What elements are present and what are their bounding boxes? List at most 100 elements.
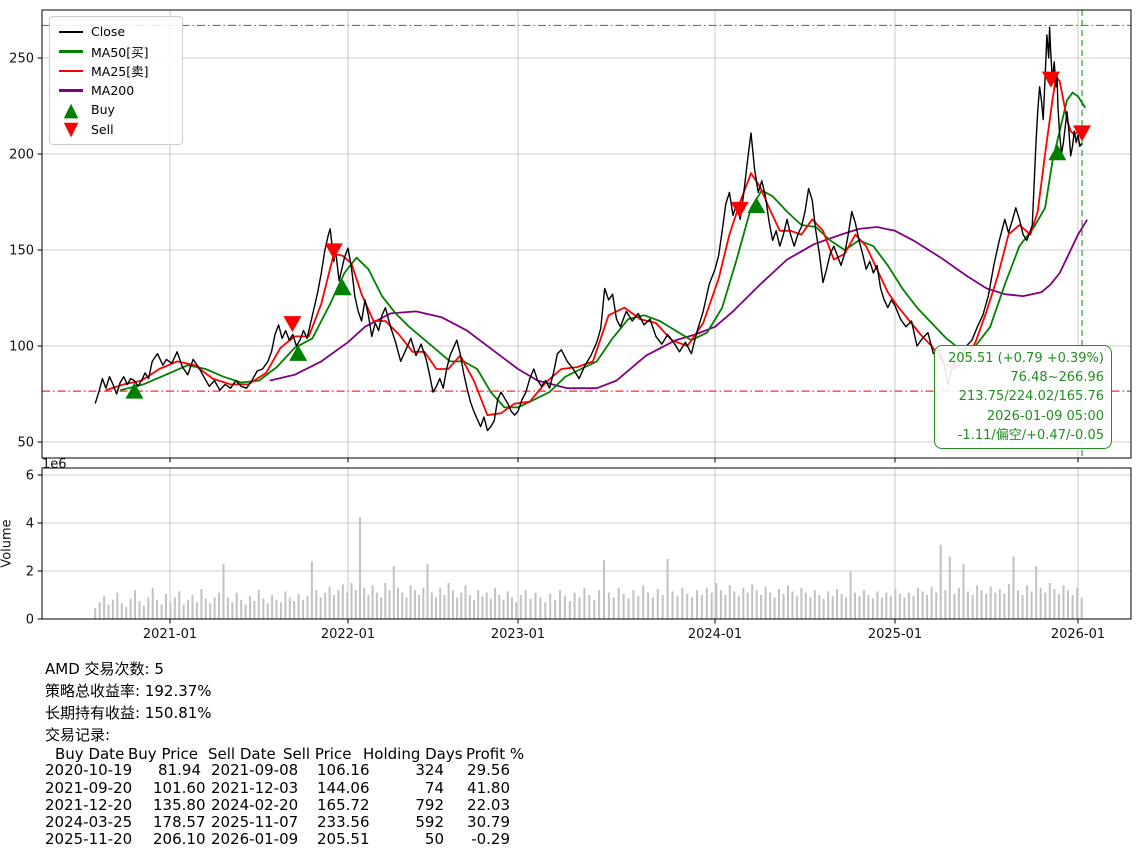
date-tick-label: 2023-01 [491, 627, 545, 642]
close-line-swatch [58, 30, 84, 33]
date-tick-label: 2024-01 [688, 627, 742, 642]
volume-bars [94, 517, 1083, 619]
trade-cell: 50 [424, 830, 444, 849]
volume-axis-title: Volume [0, 519, 15, 568]
price-tick-label: 200 [9, 148, 34, 163]
legend-item-ma50: MA50[买] [58, 42, 174, 62]
buy-marker-icon: ▲ [63, 98, 79, 121]
price-tick-label: 50 [17, 436, 34, 451]
trade-cell: 22.03 [467, 795, 510, 814]
trades-column-header: Holding Days [363, 745, 463, 763]
legend-item-ma25: MA25[卖] [58, 61, 174, 81]
trade-cell: 2021-12-03 [211, 778, 299, 797]
trade-cell: 2021-09-08 [211, 761, 299, 780]
price-tick-label: 150 [9, 244, 34, 259]
trade-row: 2020-10-19 81.94 2021-09-08 106.16 324 29.56 [45, 762, 510, 779]
ma25-line-swatch [58, 69, 84, 72]
legend-label: MA200 [91, 82, 135, 98]
series-close-line [94, 26, 1083, 432]
trade-cell: 29.56 [467, 761, 510, 780]
sell-marker [283, 316, 302, 333]
annotation-price-change: 205.51 (+0.79 +0.39%) [948, 351, 1104, 366]
legend-item-close: Close [58, 22, 174, 42]
trade-markers [125, 71, 1092, 399]
trades-column-header: Sell Price [283, 745, 352, 763]
trades-count-line: AMD 交易次数: 5 [45, 660, 164, 678]
trade-cell: 2021-12-20 [45, 795, 133, 814]
sell-marker [1041, 71, 1060, 88]
trade-cell: 2021-09-20 [45, 778, 133, 797]
volume-tick-label: 0 [26, 613, 34, 628]
axis-ticks: 50 100 150 200 250 0 2 4 6 2021-01 2022-01 2023-01 2… [9, 52, 1105, 643]
buy-marker [1048, 144, 1067, 161]
legend-item-buy: ▲ Buy [58, 100, 174, 120]
date-tick-label: 2025-01 [868, 627, 922, 642]
trade-cell: -0.29 [471, 830, 510, 849]
legend-label: Close [91, 24, 126, 40]
trade-cell: 206.10 [153, 830, 206, 849]
trade-row: 2021-09-20 101.60 2021-12-03 144.06 74 41.80 [45, 778, 510, 797]
volume-tick-label: 2 [26, 565, 34, 580]
sell-marker [1073, 125, 1092, 142]
date-tick-label: 2026-01 [1051, 627, 1105, 642]
series-ma200-line [269, 219, 1088, 390]
sell-marker [324, 243, 343, 260]
trade-cell: 74 [424, 778, 444, 797]
annotation-ma-values: 213.75/224.02/165.76 [958, 389, 1104, 405]
volume-scale-label: 1e6 [42, 457, 67, 472]
date-tick-label: 2022-01 [321, 627, 375, 642]
trade-records-label: 交易记录: [45, 726, 111, 744]
trade-cell: 41.80 [467, 778, 510, 797]
legend: Close MA50[买] MA25[卖] MA200 ▲ Buy ▼ Sell [49, 16, 183, 145]
annotation-52w-range: 76.48~266.96 [1010, 370, 1104, 386]
annotation-datetime: 2026-01-09 05:00 [986, 408, 1104, 424]
buy-marker [333, 279, 352, 296]
trade-cell: 81.94 [158, 761, 201, 780]
trade-cell: 592 [415, 813, 444, 831]
legend-label: Buy [91, 102, 115, 118]
trade-cell: 2026-01-09 [211, 830, 299, 849]
hold-return-line: 长期持有收益: 150.81% [45, 704, 212, 722]
trade-cell: 101.60 [153, 778, 206, 797]
volume-tick-label: 6 [26, 469, 34, 484]
legend-label: MA25[卖] [91, 64, 149, 80]
volume-tick-label: 4 [26, 517, 34, 532]
trade-cell: 2025-11-07 [211, 813, 299, 831]
price-plot-frame [41, 9, 1132, 459]
trade-row: 2021-12-20 135.80 2024-02-20 165.72 792 22.03 [45, 795, 510, 814]
trade-cell: 135.80 [153, 795, 206, 814]
annotation-signal: -1.11/偏空/+0.47/-0.05 [957, 427, 1104, 443]
trade-row: 2024-03-25 178.57 2025-11-07 233.56 592 30.79 [45, 813, 510, 831]
gridlines [42, 10, 1131, 619]
price-tick-label: 100 [9, 340, 34, 355]
strategy-return-line: 策略总收益率: 192.37% [45, 682, 212, 700]
trade-cell: 2020-10-19 [45, 761, 133, 780]
trade-cell: 165.72 [317, 795, 370, 814]
trades-table-header: Buy Date Buy Price Sell Date Sell Price Hold… [45, 745, 524, 763]
legend-label: MA50[买] [91, 44, 149, 60]
trade-cell: 2024-02-20 [211, 795, 299, 814]
buy-marker [747, 197, 766, 214]
ma200-line-swatch [58, 89, 84, 92]
trade-cell: 106.16 [317, 761, 370, 780]
trade-row: 2025-11-20 206.10 2026-01-09 205.51 50 -0.29 [45, 831, 510, 848]
date-tick-label: 2021-01 [143, 627, 197, 642]
price-tick-label: 250 [9, 52, 34, 67]
trade-cell: 2025-11-20 [45, 830, 133, 849]
trades-column-header: Sell Date [208, 745, 276, 763]
trade-cell: 205.51 [317, 830, 370, 849]
sell-marker [730, 201, 749, 218]
price-annotation: 205.51 (+0.79 +0.39%) 76.48~266.96 213.7… [934, 345, 1112, 450]
trade-cell: 233.56 [317, 813, 370, 831]
trade-cell: 792 [415, 795, 444, 814]
legend-item-sell: ▼ Sell [58, 120, 174, 140]
trade-cell: 2024-03-25 [45, 813, 133, 831]
buy-marker [289, 344, 308, 361]
trade-cell: 324 [415, 761, 444, 780]
series-ma25-line [105, 76, 1083, 417]
trade-cell: 30.79 [467, 813, 510, 831]
trade-cell: 144.06 [317, 778, 370, 797]
summary-stats: AMD 交易次数: 5 策略总收益率: 192.37% 长期持有收益: 150.… [45, 658, 212, 746]
trade-cell: 178.57 [153, 813, 206, 831]
